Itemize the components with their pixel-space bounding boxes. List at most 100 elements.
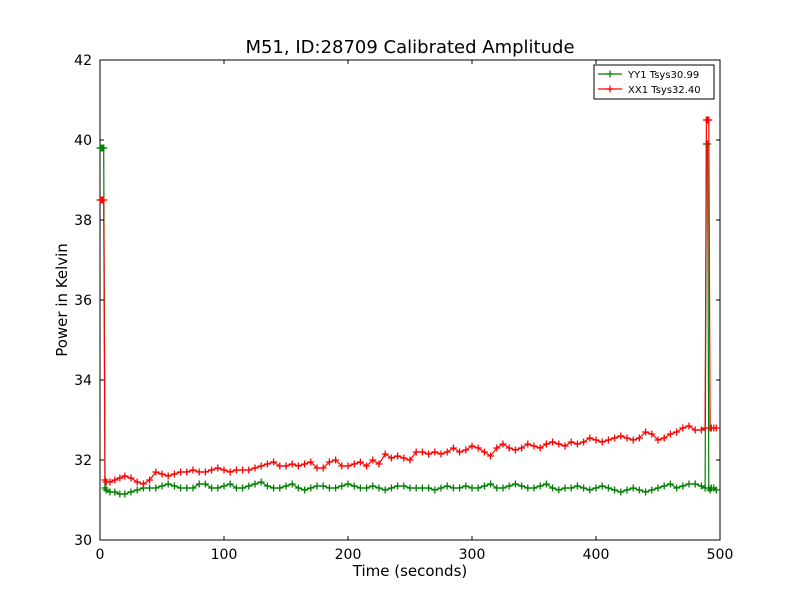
plot-area: 0 100 200 300 400 500 30 32 34 36 38 40 42 <box>74 53 733 563</box>
data-point <box>505 482 513 490</box>
data-point <box>673 428 681 436</box>
x-tick-label: 300 <box>459 547 486 563</box>
data-point <box>270 484 278 492</box>
data-point <box>146 484 154 492</box>
data-point <box>394 482 402 490</box>
data-point <box>505 444 513 452</box>
data-point <box>375 460 383 468</box>
data-point <box>282 462 290 470</box>
data-point <box>294 484 302 492</box>
data-point <box>325 484 333 492</box>
data-point <box>518 482 526 490</box>
data-point <box>635 434 643 442</box>
legend-label: YY1 Tsys30.99 <box>627 70 699 81</box>
data-point <box>232 466 240 474</box>
data-point <box>288 460 296 468</box>
data-point <box>437 450 445 458</box>
data-point <box>586 434 594 442</box>
data-point <box>214 464 222 472</box>
y-tick-label: 30 <box>74 533 92 549</box>
data-point <box>549 484 557 492</box>
data-point <box>431 448 439 456</box>
data-point <box>673 484 681 492</box>
data-point <box>679 424 687 432</box>
data-point <box>170 482 178 490</box>
data-point <box>195 480 203 488</box>
data-point <box>536 444 544 452</box>
data-point <box>437 484 445 492</box>
data-point <box>350 482 358 490</box>
data-point <box>127 488 135 496</box>
data-point <box>468 442 476 450</box>
data-point <box>623 434 631 442</box>
legend-frame <box>593 64 715 100</box>
data-point <box>111 488 119 496</box>
data-point <box>251 464 259 472</box>
data-point <box>412 448 420 456</box>
data-point <box>406 456 414 464</box>
y-tick-label: 40 <box>74 133 92 149</box>
data-point <box>245 466 253 474</box>
data-point <box>133 486 141 494</box>
data-point <box>239 466 247 474</box>
data-point <box>220 466 228 474</box>
x-tick-label: 0 <box>96 547 105 563</box>
y-tick-label: 42 <box>74 53 92 69</box>
data-point <box>431 486 439 494</box>
data-point <box>139 480 147 488</box>
data-point <box>344 462 352 470</box>
data-point <box>319 482 327 490</box>
data-point <box>400 482 408 490</box>
data-point <box>282 482 290 490</box>
data-point <box>642 488 650 496</box>
data-point <box>691 480 699 488</box>
data-point <box>660 482 668 490</box>
legend-marker <box>606 70 614 78</box>
data-point <box>468 484 476 492</box>
data-point <box>226 468 234 476</box>
data-point <box>654 436 662 444</box>
data-point <box>356 458 364 466</box>
data-point <box>100 144 108 152</box>
data-point <box>474 484 482 492</box>
data-point <box>102 486 110 494</box>
data-point <box>307 484 315 492</box>
data-point <box>116 474 124 482</box>
data-point <box>276 462 284 470</box>
data-point <box>381 450 389 458</box>
data-point <box>350 460 358 468</box>
data-point <box>549 438 557 446</box>
data-point <box>511 446 519 454</box>
data-point <box>245 482 253 490</box>
data-point <box>251 480 259 488</box>
data-point <box>487 480 495 488</box>
data-point <box>449 444 457 452</box>
x-tick-label: 200 <box>335 547 362 563</box>
data-point <box>412 484 420 492</box>
data-point <box>369 456 377 464</box>
data-point <box>524 484 532 492</box>
data-point <box>195 468 203 476</box>
data-point <box>152 484 160 492</box>
data-point <box>648 430 656 438</box>
data-point <box>177 484 185 492</box>
data-point <box>263 482 271 490</box>
data-point <box>418 448 426 456</box>
data-point <box>226 480 234 488</box>
ticks-layer: 0 100 200 300 400 500 30 32 34 36 38 40 42 <box>74 53 733 563</box>
data-point <box>480 482 488 490</box>
data-point <box>712 424 720 432</box>
data-point <box>598 482 606 490</box>
data-point <box>611 486 619 494</box>
data-point <box>208 484 216 492</box>
data-point <box>344 480 352 488</box>
data-point <box>301 460 309 468</box>
data-point <box>239 484 247 492</box>
data-point <box>573 440 581 448</box>
data-point <box>555 486 563 494</box>
data-point <box>111 476 119 484</box>
data-point <box>208 466 216 474</box>
data-point <box>712 486 720 494</box>
data-point <box>276 484 284 492</box>
